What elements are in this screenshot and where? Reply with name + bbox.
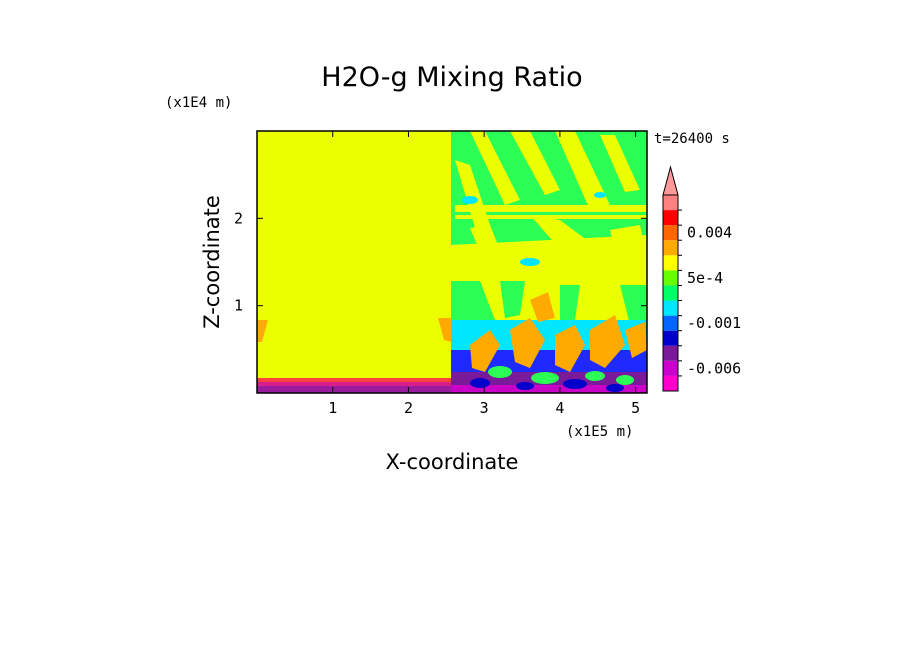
colorbar-label: 5e-4 — [687, 269, 723, 287]
colorbar-segment — [663, 300, 678, 316]
colorbar-segment — [663, 330, 678, 346]
x-tick-label: 5 — [631, 399, 640, 417]
colorbar-frame — [662, 194, 679, 392]
colorbar-label: 0.004 — [687, 224, 732, 242]
colorbar — [662, 165, 682, 392]
y-tick-label: 1 — [234, 297, 243, 315]
left-edge-orange-tip-right — [438, 318, 451, 342]
right-upper-yellow-streaks — [451, 131, 647, 281]
right-lower-blue-blobs — [470, 378, 624, 392]
x-unit-label: (x1E5 m) — [566, 424, 633, 440]
colorbar-label: -0.006 — [687, 359, 741, 377]
x-tick-label: 1 — [328, 399, 337, 417]
left-domain-bulk — [257, 131, 451, 381]
x-tick-label: 2 — [404, 399, 413, 417]
colorbar-segment — [663, 345, 678, 361]
left-surface-red-line — [257, 378, 451, 382]
colorbar-segment — [663, 225, 678, 241]
colorbar-labels: 0.004 5e-4 -0.001 -0.006 — [687, 224, 741, 378]
left-edge-orange-tip — [257, 320, 268, 342]
colorbar-segment — [663, 360, 678, 376]
right-lower-orange-plumes — [470, 292, 647, 372]
left-bottom-purple — [257, 386, 451, 393]
x-tick-label: 4 — [555, 399, 564, 417]
colorbar-segment — [663, 285, 678, 301]
y-axis: 12 — [234, 209, 647, 315]
colorbar-segment — [663, 315, 678, 331]
colorbar-segment — [663, 270, 678, 286]
colorbar-segment — [663, 240, 678, 256]
plot-frame — [256, 130, 648, 394]
y-tick-label: 2 — [234, 209, 243, 227]
right-upper-cyan-spots — [462, 192, 606, 266]
chart-title: H2O-g Mixing Ratio — [321, 62, 582, 93]
colorbar-segment — [663, 195, 678, 211]
colorbar-segment — [663, 255, 678, 271]
colorbar-label: -0.001 — [687, 314, 741, 332]
y-unit-label: (x1E4 m) — [165, 95, 232, 111]
x-tick-label: 3 — [480, 399, 489, 417]
colorbar-segment — [663, 210, 678, 226]
y-axis-label: Z-coordinate — [200, 195, 224, 329]
colorbar-segment — [663, 375, 678, 391]
time-label: t=26400 s — [654, 131, 730, 147]
right-lower-green-blobs — [488, 366, 634, 385]
right-lower-green-tongues — [451, 281, 647, 330]
colorbar-extend-arrow — [662, 165, 679, 196]
plot-area — [257, 131, 647, 393]
x-axis-label: X-coordinate — [386, 450, 519, 474]
x-axis: 1 2 3 4 5 — [328, 131, 640, 417]
right-bottom-magenta — [451, 385, 647, 393]
